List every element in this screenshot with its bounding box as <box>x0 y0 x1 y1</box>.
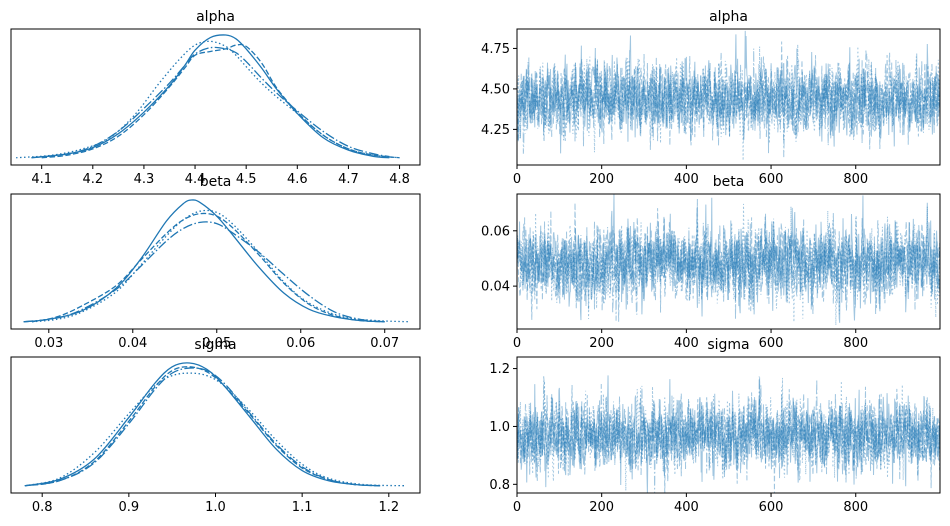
trace-y-tick-label-alpha: 4.50 <box>481 82 510 97</box>
kde-title-beta: beta <box>200 174 232 190</box>
trace-y-tick-label-alpha: 4.75 <box>481 42 510 57</box>
trace-x-tick-label-beta: 800 <box>843 336 868 351</box>
trace-line-alpha-chain-4 <box>517 44 940 161</box>
trace-x-tick-label-sigma: 200 <box>589 500 614 515</box>
trace-title-sigma: sigma <box>707 337 749 353</box>
trace-x-tick-label-alpha: 600 <box>759 172 784 187</box>
kde-x-tick-label-sigma: 1.2 <box>378 500 399 515</box>
kde-title-alpha: alpha <box>196 9 235 25</box>
trace-line-sigma-chain-4 <box>517 377 940 491</box>
trace-line-beta-chain-4 <box>517 203 940 326</box>
kde-line-beta-chain-2 <box>31 212 385 323</box>
trace-lines-alpha <box>517 30 940 161</box>
trace-x-tick-label-sigma: 0 <box>513 500 521 515</box>
trace-axes-frame-sigma <box>516 356 941 494</box>
trace-lines-beta <box>517 194 940 326</box>
kde-x-tick-label-sigma: 0.9 <box>119 500 140 515</box>
kde-line-alpha-chain-1 <box>31 34 390 159</box>
kde-x-tick-label-sigma: 1.0 <box>205 500 226 515</box>
kde-panel-beta: 0.03 0.04 0.05 0.06 0.07 beta <box>10 174 421 351</box>
trace-lines-sigma <box>517 375 940 493</box>
kde-x-tick-label-beta: 0.03 <box>34 336 63 351</box>
trace-y-tick-label-sigma: 1.2 <box>489 362 510 377</box>
trace-y-tick-label-sigma: 1.0 <box>489 420 510 435</box>
kde-line-beta-chain-4 <box>31 209 410 323</box>
trace-y-tick-label-beta: 0.04 <box>481 280 510 295</box>
kde-line-sigma-chain-4 <box>24 372 407 487</box>
trace-line-beta-chain-1 <box>517 194 940 323</box>
kde-axes-frame-alpha <box>10 28 421 166</box>
trace-x-tick-label-beta: 0 <box>513 336 521 351</box>
trace-line-beta-chain-2 <box>517 202 940 322</box>
trace-title-alpha: alpha <box>709 9 748 25</box>
kde-x-tick-label-alpha: 4.6 <box>287 172 308 187</box>
trace-title-beta: beta <box>713 174 745 190</box>
trace-line-sigma-chain-3 <box>517 376 940 493</box>
kde-x-tick-label-alpha: 4.7 <box>338 172 359 187</box>
trace-x-tick-label-alpha: 800 <box>843 172 868 187</box>
trace-panel-alpha: 0 200 400 600 800 4.25 4.50 4.75 alpha <box>481 9 941 187</box>
trace-x-tick-label-beta: 400 <box>674 336 699 351</box>
trace-x-tick-label-alpha: 200 <box>589 172 614 187</box>
trace-panel-sigma: 0 200 400 600 800 0.8 1.0 1.2 sigma <box>489 337 941 515</box>
kde-line-alpha-chain-2 <box>41 43 400 159</box>
kde-line-beta-chain-3 <box>23 221 385 323</box>
kde-x-tick-label-beta: 0.05 <box>202 336 231 351</box>
kde-x-tick-label-sigma: 0.8 <box>32 500 53 515</box>
kde-x-tick-label-alpha: 4.4 <box>185 172 206 187</box>
kde-line-sigma-chain-1 <box>24 362 381 487</box>
trace-x-tick-label-sigma: 800 <box>843 500 868 515</box>
trace-y-tick-label-beta: 0.06 <box>481 224 510 239</box>
trace-axes-frame-beta <box>516 193 941 330</box>
kde-x-tick-label-alpha: 4.2 <box>82 172 103 187</box>
trace-x-tick-label-alpha: 400 <box>674 172 699 187</box>
kde-panel-alpha: 4.1 4.2 4.3 4.4 4.5 4.6 4.7 4.8 alpha <box>10 9 421 187</box>
trace-x-tick-label-sigma: 400 <box>674 500 699 515</box>
kde-x-tick-label-alpha: 4.5 <box>236 172 257 187</box>
trace-y-tick-label-sigma: 0.8 <box>489 478 510 493</box>
kde-x-tick-label-beta: 0.07 <box>370 336 399 351</box>
trace-x-tick-label-alpha: 0 <box>513 172 521 187</box>
kde-line-beta-chain-1 <box>23 199 385 323</box>
kde-title-sigma: sigma <box>194 337 236 353</box>
trace-axes-frame-alpha <box>516 28 941 166</box>
trace-x-tick-label-beta: 600 <box>759 336 784 351</box>
trace-y-tick-label-alpha: 4.25 <box>481 123 510 138</box>
trace-line-alpha-chain-3 <box>517 48 940 158</box>
kde-axes-frame-beta <box>10 193 421 330</box>
kde-line-alpha-chain-3 <box>31 46 390 159</box>
trace-line-sigma-chain-1 <box>517 375 940 493</box>
trace-x-tick-label-sigma: 600 <box>759 500 784 515</box>
kde-line-alpha-chain-4 <box>16 40 400 159</box>
kde-x-tick-label-beta: 0.06 <box>286 336 315 351</box>
kde-panel-sigma: 0.8 0.9 1.0 1.1 1.2 sigma <box>10 337 421 515</box>
trace-x-tick-label-beta: 200 <box>589 336 614 351</box>
kde-x-tick-label-sigma: 1.1 <box>292 500 313 515</box>
trace-line-alpha-chain-1 <box>517 30 940 154</box>
trace-line-sigma-chain-2 <box>517 377 940 493</box>
trace-panel-beta: 0 200 400 600 800 0.04 0.06 beta <box>481 174 941 351</box>
kde-line-sigma-chain-2 <box>24 366 381 487</box>
kde-x-tick-label-alpha: 4.8 <box>389 172 410 187</box>
kde-line-sigma-chain-3 <box>24 367 381 487</box>
trace-line-beta-chain-3 <box>517 198 940 321</box>
kde-x-tick-label-beta: 0.04 <box>118 336 147 351</box>
kde-x-tick-label-alpha: 4.3 <box>134 172 155 187</box>
kde-x-tick-label-alpha: 4.1 <box>31 172 52 187</box>
trace-line-alpha-chain-2 <box>517 41 940 150</box>
